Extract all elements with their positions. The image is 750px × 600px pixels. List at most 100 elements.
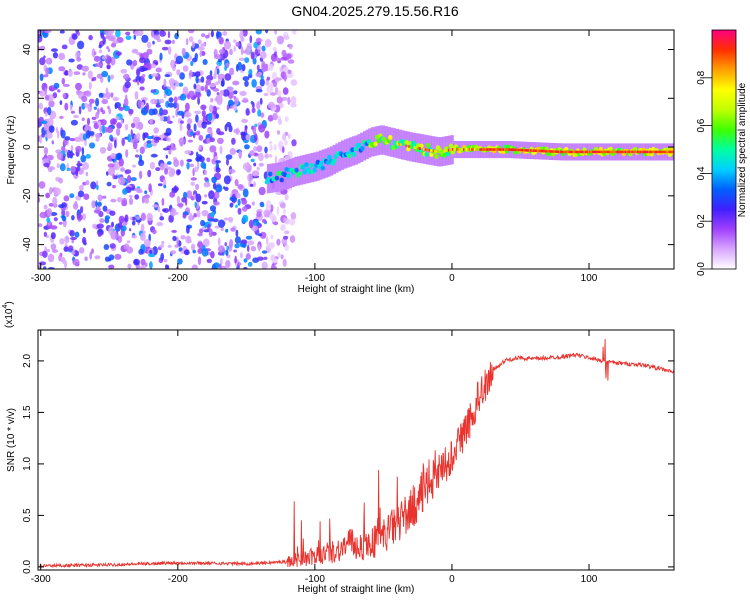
spectrogram-cell — [136, 132, 141, 141]
spectrogram-cell — [110, 118, 117, 125]
spectrogram-cell — [471, 148, 473, 151]
spectrogram-cell — [512, 148, 515, 151]
spectrogram-cell — [159, 116, 165, 122]
spectrogram-cell — [139, 265, 145, 269]
spectrogram-cell — [205, 121, 212, 125]
spectrogram-cell — [284, 167, 289, 172]
spectrogram-cell — [217, 58, 223, 63]
spectrogram-cell — [267, 101, 276, 109]
spectrogram-cell — [169, 146, 177, 151]
spectrogram-cell — [484, 148, 487, 151]
spectrogram-cell — [159, 52, 163, 61]
spectrogram-cell — [190, 177, 197, 181]
spectrogram-cell — [99, 146, 107, 154]
spectrogram-cell — [553, 150, 556, 153]
spectrogram-cell — [583, 150, 586, 154]
spectrogram-cell — [251, 201, 255, 206]
spectrogram-cell — [107, 142, 113, 151]
spectrogram-cell — [146, 48, 153, 55]
spectrogram-cell — [205, 79, 212, 86]
spectrogram-cell — [42, 250, 48, 258]
spectrogram-cell — [195, 156, 202, 162]
spectrogram-cell — [223, 186, 226, 190]
spectrogram-cell — [129, 216, 133, 221]
spectrogram-cell — [277, 162, 282, 192]
spectrogram-cell — [122, 188, 128, 195]
spectrogram-cell — [81, 117, 85, 122]
spectrogram-cell — [210, 212, 215, 218]
spectrogram-cell — [145, 102, 150, 112]
spectrogram-cell — [152, 40, 155, 45]
spectrogram-cell — [141, 67, 148, 72]
spectrogram-cell — [241, 64, 246, 72]
spectrogram-cell — [321, 149, 325, 179]
spectrogram-cell — [235, 204, 238, 208]
spectrogram-cell — [245, 108, 250, 116]
spectrogram-x-tick-label: -300 — [31, 273, 51, 284]
spectrogram-cell — [240, 36, 245, 42]
colorbar-tick-label: 0.0 — [696, 262, 707, 276]
spectrogram-cell — [125, 149, 129, 158]
spectrogram-cell — [173, 96, 178, 104]
spectrogram-cell — [442, 149, 445, 153]
spectrogram-cell — [69, 230, 75, 237]
spectrogram-x-ticks: -300 -200 -100 0 100 — [31, 30, 598, 284]
spectrogram-cell — [125, 35, 132, 40]
spectrogram-cell — [191, 243, 196, 251]
spectrogram-cell — [59, 163, 66, 172]
colorbar-gradient — [711, 29, 737, 270]
spectrogram-cell — [281, 49, 287, 57]
spectrogram-cell — [136, 68, 141, 77]
spectrogram-cell — [46, 154, 54, 161]
spectrogram-cell — [86, 90, 89, 94]
spectrogram-cell — [523, 148, 525, 152]
spectrogram-cell — [505, 148, 508, 151]
spectrogram-cell — [183, 249, 190, 256]
spectrogram-cell — [225, 154, 233, 160]
spectrogram-cell — [287, 59, 295, 64]
spectrogram-cell — [532, 149, 535, 152]
spectrogram-cell — [568, 150, 571, 154]
spectrogram-cell — [193, 213, 197, 218]
spectrogram-cell — [89, 101, 92, 107]
spectrogram-cell — [256, 145, 263, 153]
spectrogram-cell — [527, 149, 530, 152]
spectrogram-cell — [504, 148, 506, 151]
spectrogram-cell — [101, 98, 108, 105]
spectrogram-cell — [45, 111, 48, 117]
spectrogram-cell — [464, 148, 467, 151]
spectrogram-cell — [608, 150, 610, 154]
spectrogram-cell — [408, 145, 410, 148]
spectrogram-cell — [164, 74, 171, 78]
spectrogram-cell — [43, 162, 50, 168]
spectrogram-cell — [281, 238, 288, 245]
spectrogram-cell — [208, 83, 217, 88]
spectrogram-cell — [189, 163, 195, 168]
spectrogram-cell — [93, 51, 97, 56]
spectrogram-cell — [162, 147, 170, 151]
spectrogram-cell — [51, 140, 54, 145]
spectrogram-cell — [242, 30, 248, 37]
snr-frame — [37, 329, 675, 571]
spectrogram-cell — [190, 60, 194, 67]
spectrogram-cell — [309, 163, 314, 168]
spectrogram-cell — [578, 150, 580, 154]
spectrogram-cell — [149, 261, 153, 269]
spectrogram-cell — [642, 150, 645, 154]
spectrogram-cell — [650, 150, 653, 154]
spectrogram-cell — [67, 69, 73, 77]
spectrogram-cell — [90, 181, 97, 190]
spectrogram-cell — [185, 38, 189, 46]
spectrogram-cell — [241, 199, 248, 205]
spectrogram-cell — [441, 150, 443, 153]
spectrogram-cell — [132, 59, 138, 67]
spectrogram-cell — [224, 242, 227, 247]
spectrogram-cell — [643, 150, 646, 154]
colorbar-label: Normalized spectral amplitude — [737, 82, 748, 217]
spectrogram-cell — [284, 139, 288, 146]
spectrogram-cell — [668, 150, 671, 154]
spectrogram-cell — [115, 153, 121, 161]
spectrogram-cell — [180, 159, 184, 167]
spectrogram-cell — [192, 132, 196, 139]
spectrogram-x-label: Height of straight line (km) — [298, 284, 415, 295]
